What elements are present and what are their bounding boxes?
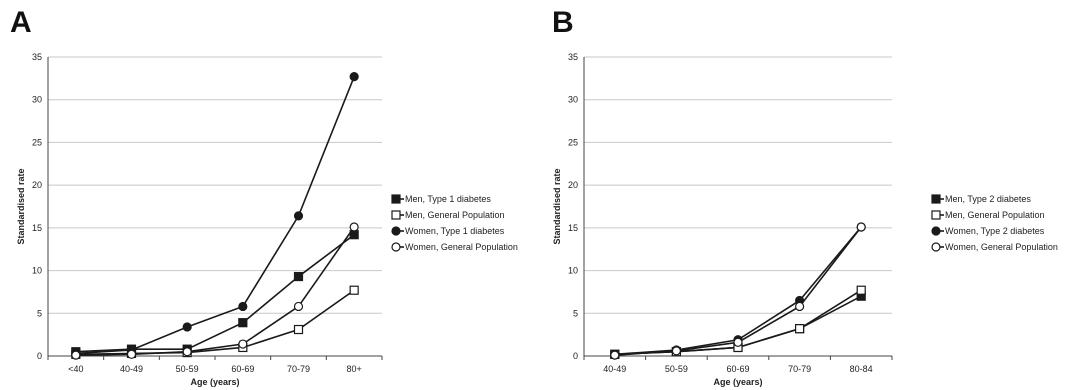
legend-entry: Women, General Population <box>405 242 518 252</box>
y-tick-label: 10 <box>32 266 42 276</box>
y-tick-label: 35 <box>32 52 42 62</box>
data-point <box>349 72 359 82</box>
x-axis-title: Age (years) <box>190 377 239 387</box>
data-point <box>671 346 681 356</box>
data-point <box>293 211 304 221</box>
data-point <box>182 347 192 357</box>
data-point <box>71 350 81 360</box>
data-point <box>238 301 248 312</box>
legend-entry: Men, General Population <box>405 210 505 220</box>
y-tick-label: 15 <box>32 223 42 233</box>
legend-entry: Women, Type 2 diabetes <box>945 226 1045 236</box>
y-tick-label: 35 <box>568 52 578 62</box>
y-tick-label: 15 <box>568 223 578 233</box>
data-point <box>293 301 304 312</box>
chart-panel-b: B 0 5 10 15 20 25 30 35 40-49 50-59 60-69 70-79 80-8… <box>532 0 1065 390</box>
legend-marker <box>931 226 941 236</box>
legend-entry: Men, Type 1 diabetes <box>405 194 491 204</box>
data-point <box>856 285 866 295</box>
legend-marker <box>931 242 941 252</box>
legend-entry: Women, General Population <box>945 242 1058 252</box>
series-line <box>75 76 355 355</box>
x-tick-label: 50-59 <box>176 364 199 374</box>
data-point <box>349 222 359 232</box>
y-tick-label: 25 <box>568 137 578 147</box>
y-tick-label: 20 <box>32 180 42 190</box>
legend-marker <box>391 226 401 236</box>
legend-marker <box>931 210 941 220</box>
legend-marker <box>391 194 401 204</box>
y-axis-title: Standardised rate <box>552 168 562 244</box>
x-tick-label: 80-84 <box>850 364 873 374</box>
data-point <box>733 337 743 347</box>
chart-panel-a: A 0 5 10 15 20 25 30 35 <40 40-49 50-59 60-69 70-79 8… <box>0 0 532 390</box>
data-point <box>610 350 620 360</box>
y-tick-label: 10 <box>568 266 578 276</box>
legend-marker <box>931 194 941 204</box>
legend-entry: Men, General Population <box>945 210 1045 220</box>
x-tick-label: 60-69 <box>726 364 749 374</box>
data-point <box>126 349 137 359</box>
data-point <box>795 301 805 312</box>
data-point <box>856 222 866 232</box>
y-tick-label: 0 <box>37 351 42 361</box>
x-tick-label: 50-59 <box>665 364 688 374</box>
series-line <box>75 226 355 356</box>
x-tick-label: 40-49 <box>603 364 626 374</box>
y-tick-label: 5 <box>37 308 42 318</box>
panel-label-b: B <box>552 6 574 39</box>
data-point <box>238 318 248 328</box>
data-point <box>349 230 359 240</box>
y-axis-title: Standardised rate <box>16 168 26 244</box>
series-line <box>75 289 355 356</box>
y-tick-label: 30 <box>568 95 578 105</box>
data-point <box>349 285 359 295</box>
x-tick-label: <40 <box>68 364 83 374</box>
x-tick-label: 70-79 <box>788 364 811 374</box>
data-point <box>182 322 192 332</box>
legend-entry: Men, Type 2 diabetes <box>945 194 1031 204</box>
data-point <box>795 324 805 334</box>
data-point <box>293 271 304 282</box>
chart-b: 0 5 10 15 20 25 30 35 40-49 50-59 60-69 70-79 80-84 A… <box>552 52 1058 387</box>
x-axis-title: Age (years) <box>713 377 762 387</box>
x-tick-label: 70-79 <box>287 364 310 374</box>
y-tick-label: 0 <box>573 351 578 361</box>
legend-entry: Women, Type 1 diabetes <box>405 226 505 236</box>
series-line <box>75 234 355 353</box>
legend-marker <box>391 242 401 252</box>
legend-marker <box>391 210 401 220</box>
panel-label-a: A <box>10 6 32 39</box>
x-tick-label: 80+ <box>347 364 362 374</box>
y-tick-label: 25 <box>32 137 42 147</box>
y-tick-label: 30 <box>32 95 42 105</box>
x-tick-label: 60-69 <box>231 364 254 374</box>
x-tick-label: 40-49 <box>120 364 143 374</box>
data-point <box>293 324 304 335</box>
y-tick-label: 5 <box>573 308 578 318</box>
data-point <box>238 339 248 349</box>
y-tick-label: 20 <box>568 180 578 190</box>
chart-a: 0 5 10 15 20 25 30 35 <40 40-49 50-59 60-69 70-79 80+… <box>16 52 518 387</box>
